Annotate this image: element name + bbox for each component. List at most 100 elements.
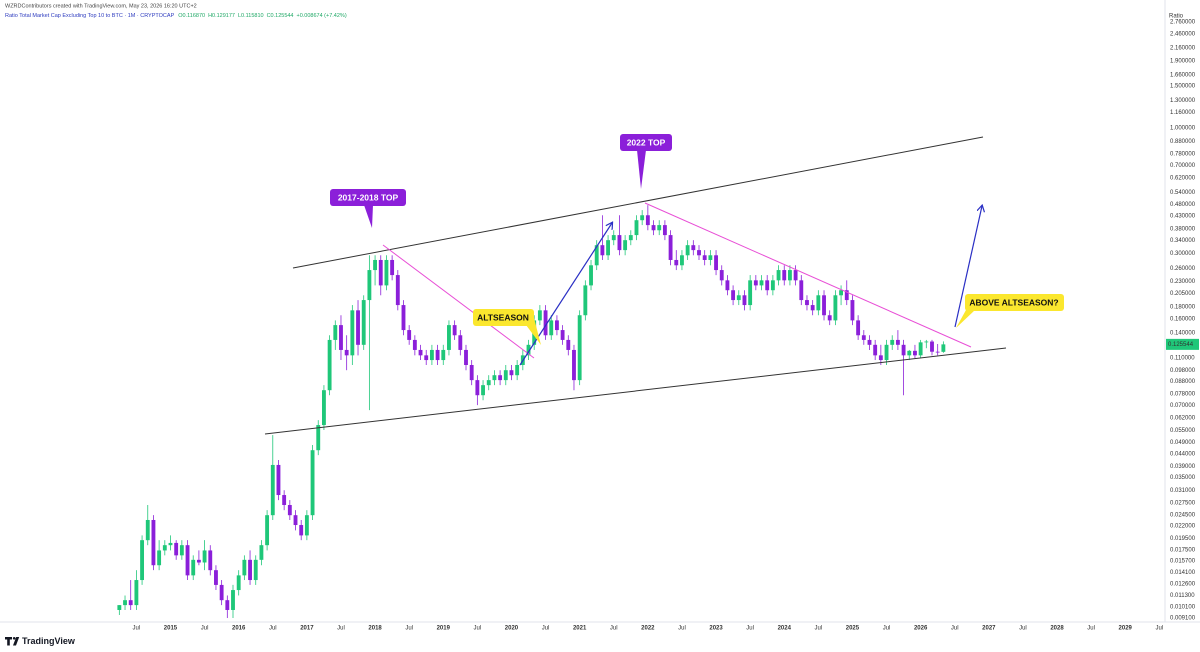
candle-body (202, 550, 207, 563)
candle-body (657, 225, 662, 231)
candle-body (623, 240, 628, 251)
ohlc-low: L0.115810 (238, 13, 264, 19)
candle-body (742, 295, 747, 306)
candle-body (776, 270, 781, 281)
y-tick-label: 1.000000 (1170, 126, 1196, 132)
y-tick-label: 0.480000 (1170, 202, 1196, 208)
x-tick-label: 2027 (982, 626, 996, 632)
callout: 2017-2018 TOP (330, 189, 406, 228)
candle-body (895, 339, 900, 345)
y-tick-label: 0.009100 (1170, 616, 1196, 622)
candle-layer (117, 205, 946, 619)
y-tick-label: 0.010100 (1170, 605, 1196, 611)
x-tick-label: 2022 (641, 626, 655, 632)
y-tick-label: 2.160000 (1170, 45, 1196, 51)
x-tick-label: Jul (542, 626, 550, 632)
candle-body (702, 255, 707, 260)
candle-body (276, 464, 281, 496)
x-tick-label: 2015 (164, 626, 178, 632)
callout-text: ALTSEASON (477, 312, 529, 322)
y-tick-label: 0.380000 (1170, 226, 1196, 232)
candle-body (873, 344, 878, 356)
y-tick-label: 0.011300 (1170, 593, 1195, 599)
candle-body (600, 245, 605, 256)
candle-body (123, 600, 127, 606)
candle-body (526, 344, 531, 356)
candle-body (236, 575, 241, 591)
candle-body (827, 315, 832, 321)
x-tick-label: 2024 (778, 626, 792, 632)
candle-body (304, 515, 309, 536)
candle-body (447, 325, 451, 350)
candle-body (685, 245, 690, 256)
candle-body (225, 600, 230, 610)
x-tick-label: 2025 (846, 626, 860, 632)
price-label-box (1166, 338, 1199, 350)
candle-body (151, 519, 156, 566)
candle-body (543, 310, 548, 336)
candle-body (509, 370, 514, 376)
y-tick-label: 0.035000 (1170, 475, 1196, 481)
candle-body (611, 235, 616, 241)
candle-body (179, 545, 184, 556)
candle-body (486, 380, 491, 386)
x-tick-label: Jul (1155, 626, 1163, 632)
y-tick-label: 2.460000 (1170, 32, 1196, 38)
candle-body (412, 339, 417, 350)
x-tick-label: Jul (815, 626, 823, 632)
y-tick-label: 0.027500 (1170, 500, 1196, 506)
candle-body (441, 349, 446, 361)
candle-body (645, 215, 650, 226)
callout-box (965, 294, 1064, 311)
candle-body (475, 380, 480, 396)
candle-body (736, 295, 741, 301)
x-tick-label: 2020 (505, 626, 519, 632)
x-tick-label: Jul (951, 626, 959, 632)
y-tick-label: 0.205000 (1170, 291, 1196, 297)
y-tick-label: 0.015700 (1170, 559, 1196, 565)
candle-body (674, 259, 679, 266)
candle-body (691, 245, 696, 251)
y-tick-label: 0.260000 (1170, 266, 1196, 272)
candle-body (714, 255, 718, 271)
y-tick-label: 1.500000 (1170, 83, 1196, 89)
upper-channel-line (292, 136, 984, 269)
x-tick-label: 2016 (232, 626, 246, 632)
candle-body (196, 559, 201, 563)
candle-body (395, 275, 400, 306)
candle-body (134, 580, 139, 606)
candle-body (498, 375, 503, 381)
candle-body (748, 280, 753, 306)
callout-pointer (637, 150, 646, 189)
y-tick-label: 0.031000 (1170, 488, 1196, 494)
candle-body (697, 250, 701, 256)
candle-body (469, 365, 474, 381)
callout: ALTSEASON (473, 309, 541, 345)
candle-body (856, 320, 861, 336)
candle-body (145, 519, 150, 541)
y-tick-label: 1.660000 (1170, 73, 1196, 79)
x-tick-label: Jul (337, 626, 345, 632)
lower-channel-line (264, 347, 1007, 435)
candle-body (577, 315, 582, 381)
trend-line (644, 202, 972, 348)
y-tick-label: 0.430000 (1170, 214, 1196, 220)
candle-body (549, 320, 554, 336)
candle-body (140, 540, 145, 581)
candle-body (537, 310, 542, 321)
candle-body (424, 355, 429, 361)
candle-body (560, 330, 565, 340)
y-tick-label: 0.055000 (1170, 428, 1196, 434)
candle-body (282, 495, 287, 506)
symbol-legend: Ratio Total Market Cap Excluding Top 10 … (5, 13, 347, 19)
ohlc-open: O0.116870 (178, 13, 205, 19)
candle-body (765, 280, 770, 291)
candle-body (310, 450, 315, 516)
candle-body (299, 525, 304, 536)
y-tick-label: 0.022000 (1170, 524, 1196, 530)
candle-body (333, 325, 338, 340)
candle-body (378, 259, 383, 286)
candle-body (356, 310, 360, 345)
